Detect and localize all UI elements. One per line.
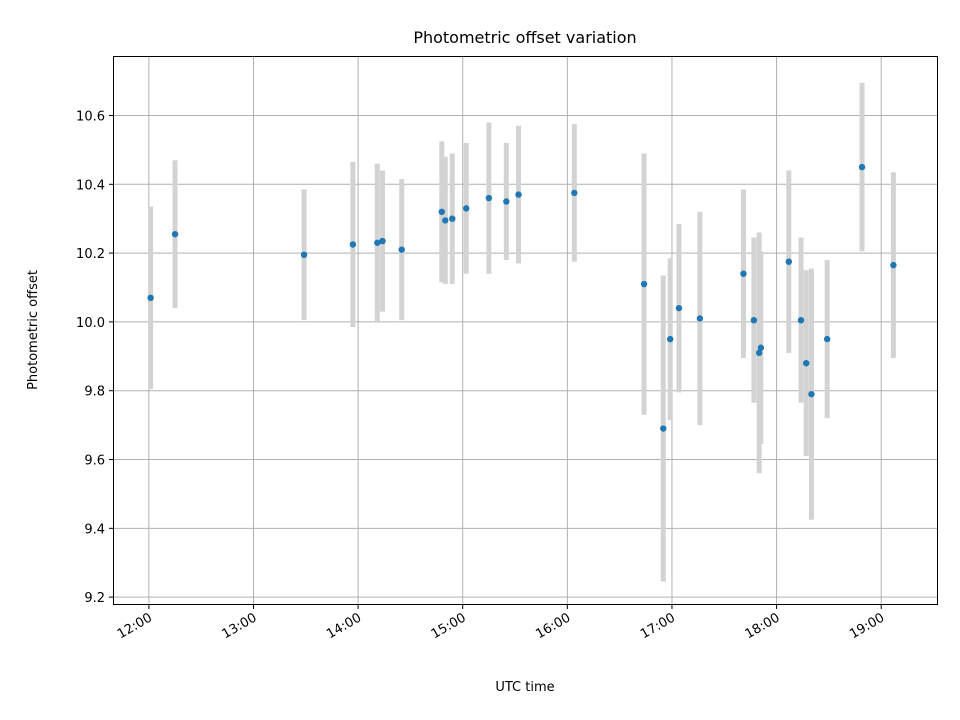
data-point (379, 237, 386, 245)
data-point (300, 251, 308, 259)
data-point (442, 217, 449, 224)
chart-title: Photometric offset variation (413, 28, 636, 47)
data-point (438, 208, 446, 216)
data-point (571, 189, 578, 197)
data-point (675, 304, 683, 312)
data-point (485, 194, 493, 202)
data-point (823, 335, 831, 343)
data-point (696, 315, 704, 322)
x-axis-label: UTC time (495, 680, 554, 695)
y-tick-label: 9.6 (84, 454, 105, 469)
data-point (398, 246, 405, 253)
y-tick-label: 10.6 (76, 109, 105, 124)
y-tick-label: 10.0 (76, 316, 105, 331)
y-tick-label: 9.2 (84, 591, 105, 606)
data-point (463, 205, 470, 212)
data-point (890, 261, 897, 269)
data-point (515, 191, 522, 198)
data-point (757, 344, 765, 351)
data-point (803, 359, 810, 367)
data-point (667, 335, 674, 343)
data-point (449, 215, 456, 222)
data-point (503, 198, 510, 205)
data-point (660, 425, 667, 432)
grid-lines (114, 57, 937, 604)
data-point (797, 316, 805, 324)
data-point (349, 241, 357, 248)
data-point (740, 270, 747, 277)
y-axis-ticks: 9.2 9.4 9.6 9.8 10.0 10.2 10.4 10.6 (76, 109, 114, 606)
data-point (755, 349, 763, 357)
data-point (858, 163, 866, 171)
data-point (374, 239, 381, 246)
data-point (808, 390, 815, 398)
data-point (750, 316, 758, 324)
data-point (640, 280, 648, 288)
y-tick-label: 10.4 (76, 178, 105, 193)
y-tick-label: 10.2 (76, 247, 105, 262)
y-axis-label: Photometric offset (26, 270, 41, 390)
data-point (171, 230, 179, 238)
y-tick-label: 9.8 (84, 385, 105, 400)
plot-frame (113, 56, 938, 605)
data-points (147, 163, 897, 432)
data-point (785, 258, 792, 265)
data-point (147, 294, 154, 302)
y-tick-label: 9.4 (84, 522, 105, 537)
